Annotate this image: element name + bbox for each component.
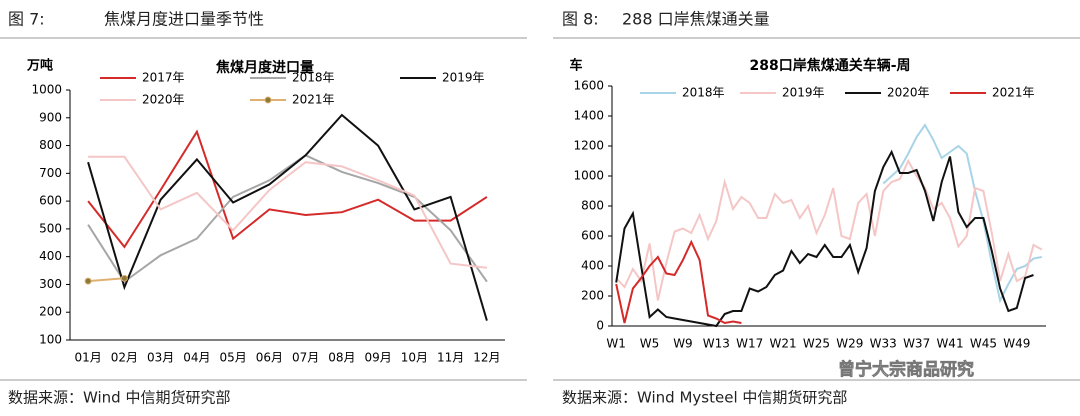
y-tick-label: 300 — [39, 277, 62, 291]
chart-title: 288口岸焦煤通关车辆-周 — [749, 57, 910, 74]
legend-label: 2019年 — [442, 71, 485, 85]
caption: 图 8: — [562, 10, 599, 29]
y-tick-label: 1000 — [573, 169, 604, 183]
x-tick-label: 03月 — [147, 351, 174, 365]
watermark: 曾宁大宗商品研究 — [838, 359, 974, 380]
y-tick-label: 1600 — [573, 79, 604, 93]
x-tick-label: W13 — [703, 337, 730, 351]
x-tick-label: W9 — [673, 337, 693, 351]
heading: 焦煤月度进口量季节性 — [104, 10, 264, 29]
series-marker — [120, 274, 128, 282]
y-tick-label: 100 — [39, 333, 62, 347]
series-line — [88, 155, 488, 269]
y-axis-label: 万吨 — [26, 58, 53, 74]
x-tick-label: 02月 — [111, 351, 138, 365]
x-tick-label: 06月 — [256, 351, 283, 365]
x-tick-label: 05月 — [219, 351, 246, 365]
y-tick-label: 1000 — [31, 83, 62, 97]
legend-label: 2020年 — [142, 93, 185, 107]
series-line — [882, 123, 1042, 304]
legend-label: 2021年 — [992, 86, 1035, 100]
x-tick-label: 11月 — [437, 351, 464, 365]
y-tick-label: 1200 — [573, 139, 604, 153]
x-tick-label: 12月 — [473, 351, 500, 365]
y-tick-label: 900 — [39, 110, 62, 124]
series-line — [87, 154, 488, 284]
legend-label: 2017年 — [142, 71, 185, 85]
x-tick-label: 01月 — [74, 351, 101, 365]
y-tick-label: 1400 — [573, 109, 604, 123]
y-tick-label: 800 — [581, 199, 604, 213]
y-tick-label: 800 — [39, 138, 62, 152]
y-tick-label: 700 — [39, 166, 62, 180]
y-axis-label: 车 — [569, 58, 582, 74]
heading: 288 口岸焦煤通关量 — [622, 10, 770, 29]
caption: 图 7: — [8, 10, 45, 29]
y-tick-label: 600 — [581, 229, 604, 243]
x-tick-label: 08月 — [328, 351, 355, 365]
x-tick-label: W17 — [736, 337, 763, 351]
source: 数据来源：Wind 中信期货研究部 — [8, 389, 230, 407]
y-tick-label: 400 — [581, 259, 604, 273]
legend-label: 2019年 — [782, 86, 825, 100]
x-tick-label: W37 — [903, 337, 930, 351]
y-tick-label: 0 — [596, 319, 604, 333]
x-tick-label: 04月 — [183, 351, 210, 365]
y-tick-label: 200 — [581, 289, 604, 303]
legend-label: 2018年 — [292, 71, 335, 85]
legend-label: 2020年 — [887, 86, 930, 100]
y-tick-label: 200 — [39, 305, 62, 319]
y-tick-label: 500 — [39, 221, 62, 235]
series-marker — [84, 277, 92, 285]
series-line — [88, 277, 125, 283]
x-tick-label: W1 — [606, 337, 626, 351]
x-tick-label: W41 — [936, 337, 963, 351]
x-tick-label: W21 — [770, 337, 797, 351]
x-tick-label: 09月 — [364, 351, 391, 365]
x-tick-label: 07月 — [292, 351, 319, 365]
x-tick-label: W45 — [970, 337, 997, 351]
series-line — [615, 149, 1034, 328]
x-tick-label: W5 — [640, 337, 660, 351]
y-tick-label: 400 — [39, 249, 62, 263]
legend-label: 2021年 — [292, 93, 335, 107]
x-tick-label: W25 — [803, 337, 830, 351]
series-line — [615, 239, 742, 325]
chart-title: 焦煤月度进口量 — [215, 59, 314, 76]
x-tick-label: 10月 — [401, 351, 428, 365]
source: 数据来源：Wind Mysteel 中信期货研究部 — [562, 389, 847, 407]
x-tick-label: W33 — [870, 337, 897, 351]
y-tick-label: 600 — [39, 194, 62, 208]
x-tick-label: W29 — [836, 337, 863, 351]
x-tick-label: W49 — [1003, 337, 1030, 351]
legend-label: 2018年 — [682, 86, 725, 100]
series-line — [615, 158, 1043, 301]
legend-marker — [264, 96, 272, 104]
